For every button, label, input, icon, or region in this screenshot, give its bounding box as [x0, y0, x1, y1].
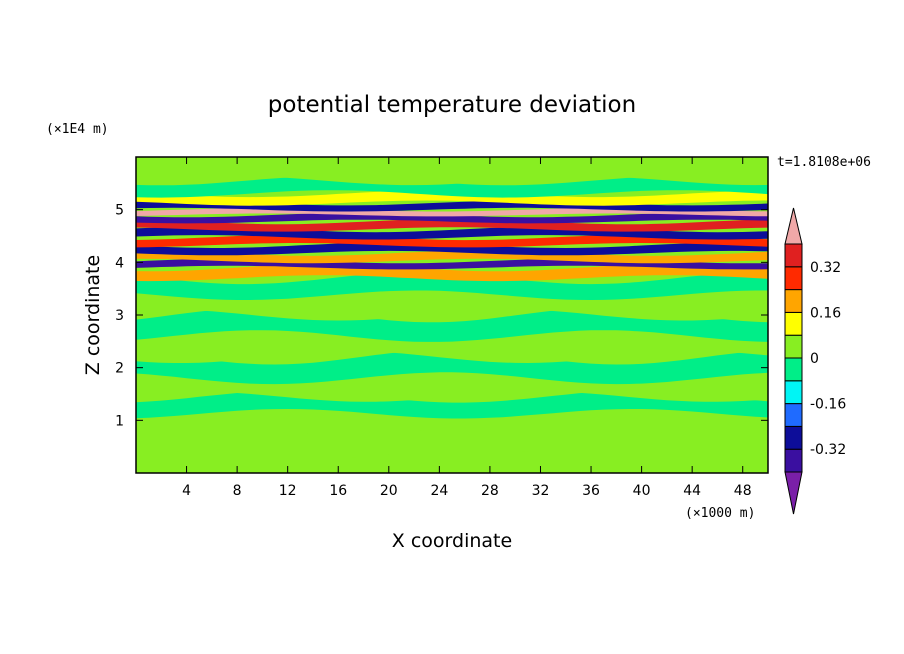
field-band	[136, 218, 768, 232]
field-band	[136, 190, 768, 206]
colorbar: -0.32 -0.16 0 0.16 0.32	[784, 207, 846, 515]
colorbar-box	[784, 289, 803, 313]
y-axis: 1 2 3 4 5	[115, 203, 768, 429]
colorbar-box	[784, 243, 803, 268]
colorbar-label: 0.16	[810, 305, 841, 321]
colorbar-extend-min	[784, 471, 803, 515]
field-band	[136, 242, 768, 256]
y-unit-label: (×1E4 m)	[46, 122, 109, 137]
field-band	[136, 288, 768, 321]
colorbar-extend-max	[784, 207, 803, 245]
y-tick-label: 3	[115, 308, 124, 324]
x-tick-label: 44	[683, 483, 701, 499]
chart-title: potential temperature deviation	[268, 92, 636, 118]
colorbar-box	[784, 334, 803, 359]
field-band	[136, 212, 768, 224]
field-band	[136, 250, 768, 264]
colorbar-box	[784, 357, 803, 382]
field-band	[136, 176, 768, 198]
y-tick-label: 1	[115, 413, 124, 429]
y-tick-label: 2	[115, 361, 124, 377]
colorbar-box	[784, 425, 803, 450]
x-axis: 4 8 12 16 20 24 28 32 36 40 44 48	[182, 157, 752, 499]
x-axis-label: X coordinate	[392, 530, 512, 552]
colorbar-label: -0.16	[810, 397, 846, 413]
colorbar-box	[784, 448, 803, 473]
x-tick-label: 20	[380, 483, 398, 499]
x-tick-label: 4	[182, 483, 191, 499]
colorbar-box	[784, 380, 803, 405]
x-tick-label: 24	[430, 483, 448, 499]
x-tick-label: 36	[582, 483, 600, 499]
x-tick-label: 8	[233, 483, 242, 499]
colorbar-box	[784, 266, 803, 291]
field-band	[136, 234, 768, 248]
colorbar-label: 0	[810, 351, 819, 367]
contour-field	[136, 157, 768, 473]
y-tick-label: 5	[115, 203, 124, 219]
colorbar-box	[784, 403, 803, 427]
field-band	[136, 427, 768, 461]
field-band	[136, 159, 768, 186]
y-axis-label: Z coordinate	[82, 255, 104, 375]
field-band	[136, 349, 768, 385]
x-tick-label: 40	[633, 483, 651, 499]
x-tick-label: 12	[279, 483, 297, 499]
field-band	[136, 406, 768, 441]
x-tick-label: 48	[734, 483, 752, 499]
x-tick-label: 28	[481, 483, 499, 499]
x-unit-label: (×1000 m)	[685, 506, 755, 521]
colorbar-label: 0.32	[810, 260, 841, 276]
field-band	[136, 272, 768, 300]
colorbar-label: -0.32	[810, 442, 846, 458]
time-label: t=1.8108e+06	[777, 155, 871, 170]
y-tick-label: 4	[115, 255, 124, 271]
field-band	[136, 328, 768, 363]
colorbar-box	[784, 311, 803, 336]
field-band	[136, 263, 768, 282]
x-tick-label: 16	[329, 483, 347, 499]
x-tick-label: 32	[532, 483, 550, 499]
